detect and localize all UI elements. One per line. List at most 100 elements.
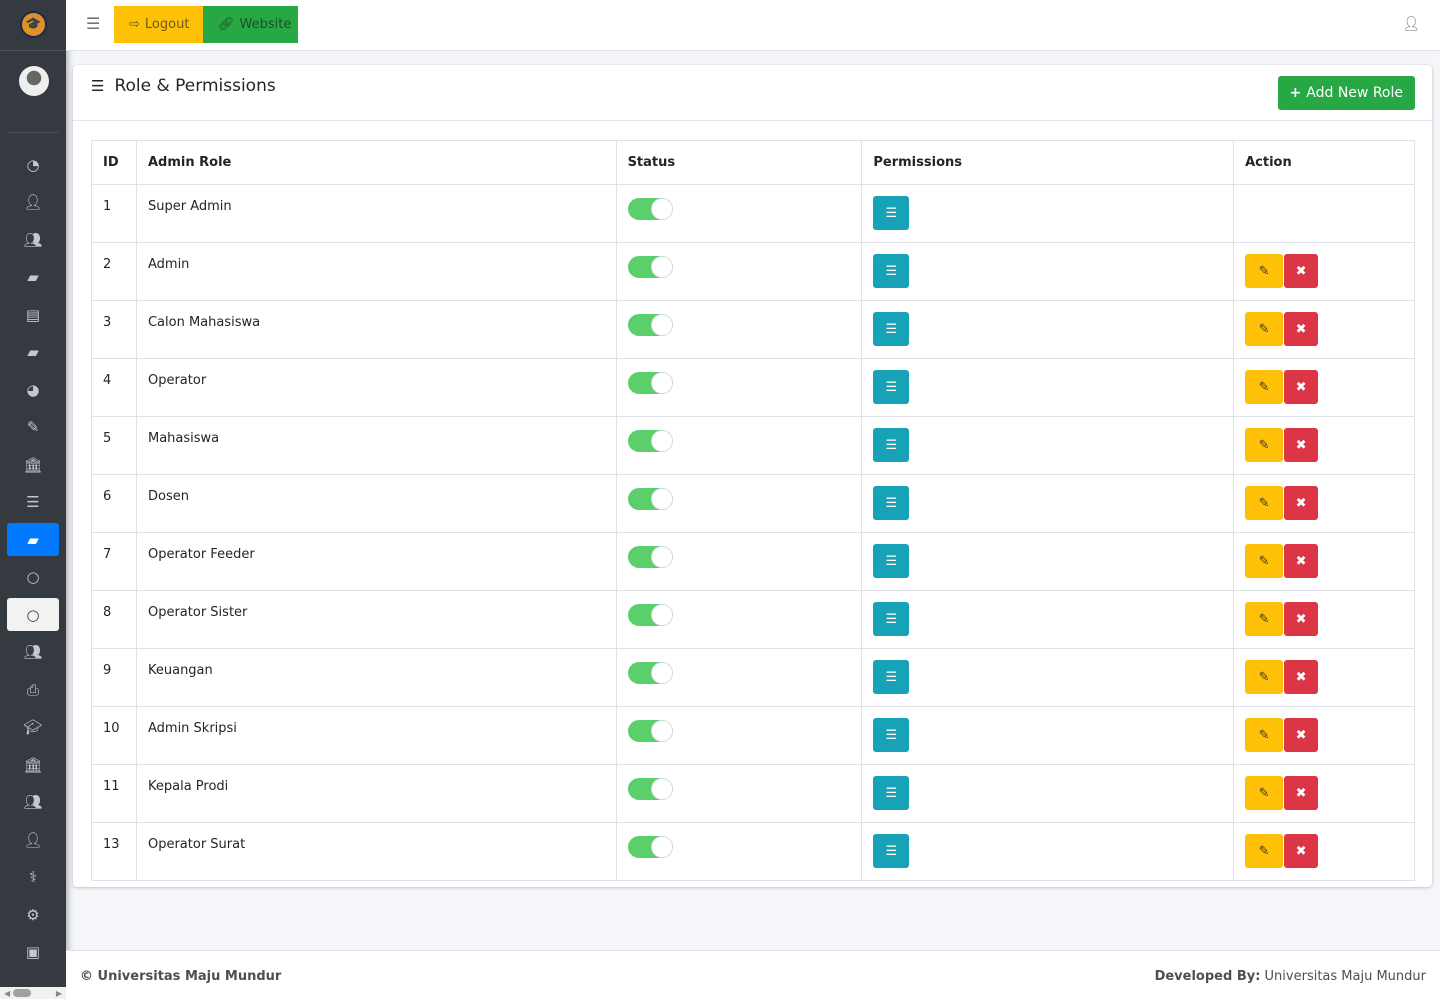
- status-toggle[interactable]: [627, 546, 673, 568]
- delete-button[interactable]: ✖: [1284, 254, 1319, 288]
- sidebar-item[interactable]: ▰: [7, 523, 59, 556]
- delete-button[interactable]: ✖: [1284, 776, 1319, 810]
- sidebar-item[interactable]: ▣: [7, 936, 59, 969]
- delete-button[interactable]: ✖: [1284, 370, 1319, 404]
- delete-button[interactable]: ✖: [1284, 660, 1319, 694]
- close-icon: ✖: [1295, 611, 1307, 627]
- permissions-button[interactable]: ☰: [873, 370, 910, 404]
- status-toggle[interactable]: [627, 198, 673, 220]
- edit-icon: ✎: [1258, 263, 1270, 279]
- edit-button[interactable]: ✎: [1245, 660, 1284, 694]
- sidebar-item[interactable]: 👤︎: [7, 186, 59, 219]
- sidebar-item[interactable]: ⚙: [7, 898, 59, 931]
- edit-button[interactable]: ✎: [1245, 486, 1284, 520]
- table-row: 8 Operator Sister ☰ ✎ ✖: [91, 590, 1415, 649]
- sidebar-item[interactable]: 👥︎: [7, 223, 59, 256]
- delete-button[interactable]: ✖: [1284, 544, 1319, 578]
- users-icon: 👥︎: [23, 793, 43, 811]
- sidebar-item[interactable]: ◔: [7, 148, 59, 181]
- sidebar-item[interactable]: ▰: [7, 261, 59, 294]
- permissions-button[interactable]: ☰: [873, 428, 910, 462]
- table-row: 1 Super Admin ☰: [91, 184, 1415, 243]
- edit-button[interactable]: ✎: [1245, 312, 1284, 346]
- status-toggle[interactable]: [627, 836, 673, 858]
- edit-button[interactable]: ✎: [1245, 834, 1284, 868]
- permissions-button[interactable]: ☰: [873, 196, 910, 230]
- scroll-right-icon[interactable]: ▶: [55, 988, 62, 998]
- add-new-role-button[interactable]: + Add New Role: [1277, 76, 1415, 110]
- permissions-button[interactable]: ☰: [873, 544, 910, 578]
- sidebar-item[interactable]: ○: [7, 561, 59, 594]
- status-toggle[interactable]: [627, 314, 673, 336]
- status-toggle[interactable]: [627, 372, 673, 394]
- sidebar-item[interactable]: ✎: [7, 411, 59, 444]
- edit-button[interactable]: ✎: [1245, 718, 1284, 752]
- role-id: 10: [91, 706, 137, 765]
- edit-button[interactable]: ✎: [1245, 428, 1284, 462]
- delete-button[interactable]: ✖: [1284, 834, 1319, 868]
- logout-button[interactable]: ⇨ Logout: [114, 6, 203, 43]
- scroll-thumb[interactable]: [12, 989, 31, 997]
- user-menu-icon[interactable]: 👤︎: [1402, 16, 1420, 32]
- status-toggle[interactable]: [627, 778, 673, 800]
- role-name: Dosen: [135, 474, 617, 533]
- permissions-button[interactable]: ☰: [873, 254, 910, 288]
- table-row: 6 Dosen ☰ ✎ ✖: [91, 474, 1415, 533]
- money-icon: ▣: [25, 943, 41, 961]
- delete-button[interactable]: ✖: [1284, 486, 1319, 520]
- plus-icon: +: [1289, 85, 1302, 101]
- sidebar-item[interactable]: 👥︎: [7, 786, 59, 819]
- website-button[interactable]: 🔗︎ Website: [203, 6, 298, 43]
- delete-button[interactable]: ✖: [1284, 428, 1319, 462]
- role-name: Admin: [135, 242, 617, 301]
- sidebar-item[interactable]: ▰: [7, 336, 59, 369]
- role-id: 2: [91, 242, 137, 301]
- sidebar-item[interactable]: ▤: [7, 298, 59, 331]
- delete-button[interactable]: ✖: [1284, 718, 1319, 752]
- status-toggle[interactable]: [627, 662, 673, 684]
- permissions-button[interactable]: ☰: [873, 602, 910, 636]
- permissions-button[interactable]: ☰: [873, 312, 910, 346]
- sidebar-item[interactable]: 🏛︎: [7, 448, 59, 481]
- sliders-icon: ☰: [885, 495, 898, 511]
- scroll-left-icon[interactable]: ◀: [4, 988, 11, 998]
- permissions-button[interactable]: ☰: [873, 776, 910, 810]
- delete-button[interactable]: ✖: [1284, 602, 1319, 636]
- status-toggle[interactable]: [627, 604, 673, 626]
- status-toggle[interactable]: [627, 720, 673, 742]
- card-header: ☰ Role & Permissions + Add New Role: [73, 65, 1432, 121]
- user-icon: 👤︎: [23, 193, 43, 211]
- edit-icon: ✎: [26, 418, 40, 436]
- sidebar-item[interactable]: ⎙: [7, 673, 59, 706]
- sidebar-item[interactable]: 👥︎: [7, 636, 59, 669]
- sliders-icon: ☰: [885, 553, 898, 569]
- avatar[interactable]: [19, 66, 49, 96]
- sidebar-item[interactable]: ⚕: [7, 861, 59, 894]
- edit-button[interactable]: ✎: [1245, 370, 1284, 404]
- permissions-button[interactable]: ☰: [873, 718, 910, 752]
- sidebar-item[interactable]: 🎓︎: [7, 711, 59, 744]
- status-toggle[interactable]: [627, 256, 673, 278]
- status-toggle[interactable]: [627, 430, 673, 452]
- copyright: © Universitas Maju Mundur: [80, 969, 282, 984]
- sidebar-item[interactable]: ☰: [7, 486, 59, 519]
- sidebar-item[interactable]: ○: [7, 598, 59, 631]
- sidebar-item[interactable]: 🏛︎: [7, 748, 59, 781]
- sidebar-item[interactable]: ◕: [7, 373, 59, 406]
- edit-button[interactable]: ✎: [1245, 544, 1284, 578]
- sidebar-item[interactable]: 👤︎: [7, 823, 59, 856]
- edit-button[interactable]: ✎: [1245, 602, 1284, 636]
- divider: [0, 50, 66, 51]
- permissions-button[interactable]: ☰: [873, 660, 910, 694]
- edit-button[interactable]: ✎: [1245, 254, 1284, 288]
- status-toggle[interactable]: [627, 488, 673, 510]
- permissions-button[interactable]: ☰: [873, 486, 910, 520]
- table-row: 11 Kepala Prodi ☰ ✎ ✖: [91, 764, 1415, 823]
- delete-button[interactable]: ✖: [1284, 312, 1319, 346]
- developer-link[interactable]: Universitas Maju Mundur: [1264, 969, 1426, 984]
- permissions-button[interactable]: ☰: [873, 834, 910, 868]
- edit-button[interactable]: ✎: [1245, 776, 1284, 810]
- horizontal-scrollbar[interactable]: ◀ ▶: [0, 987, 66, 999]
- menu-toggle-icon[interactable]: ☰: [86, 14, 101, 33]
- logo[interactable]: 🎓: [20, 11, 47, 38]
